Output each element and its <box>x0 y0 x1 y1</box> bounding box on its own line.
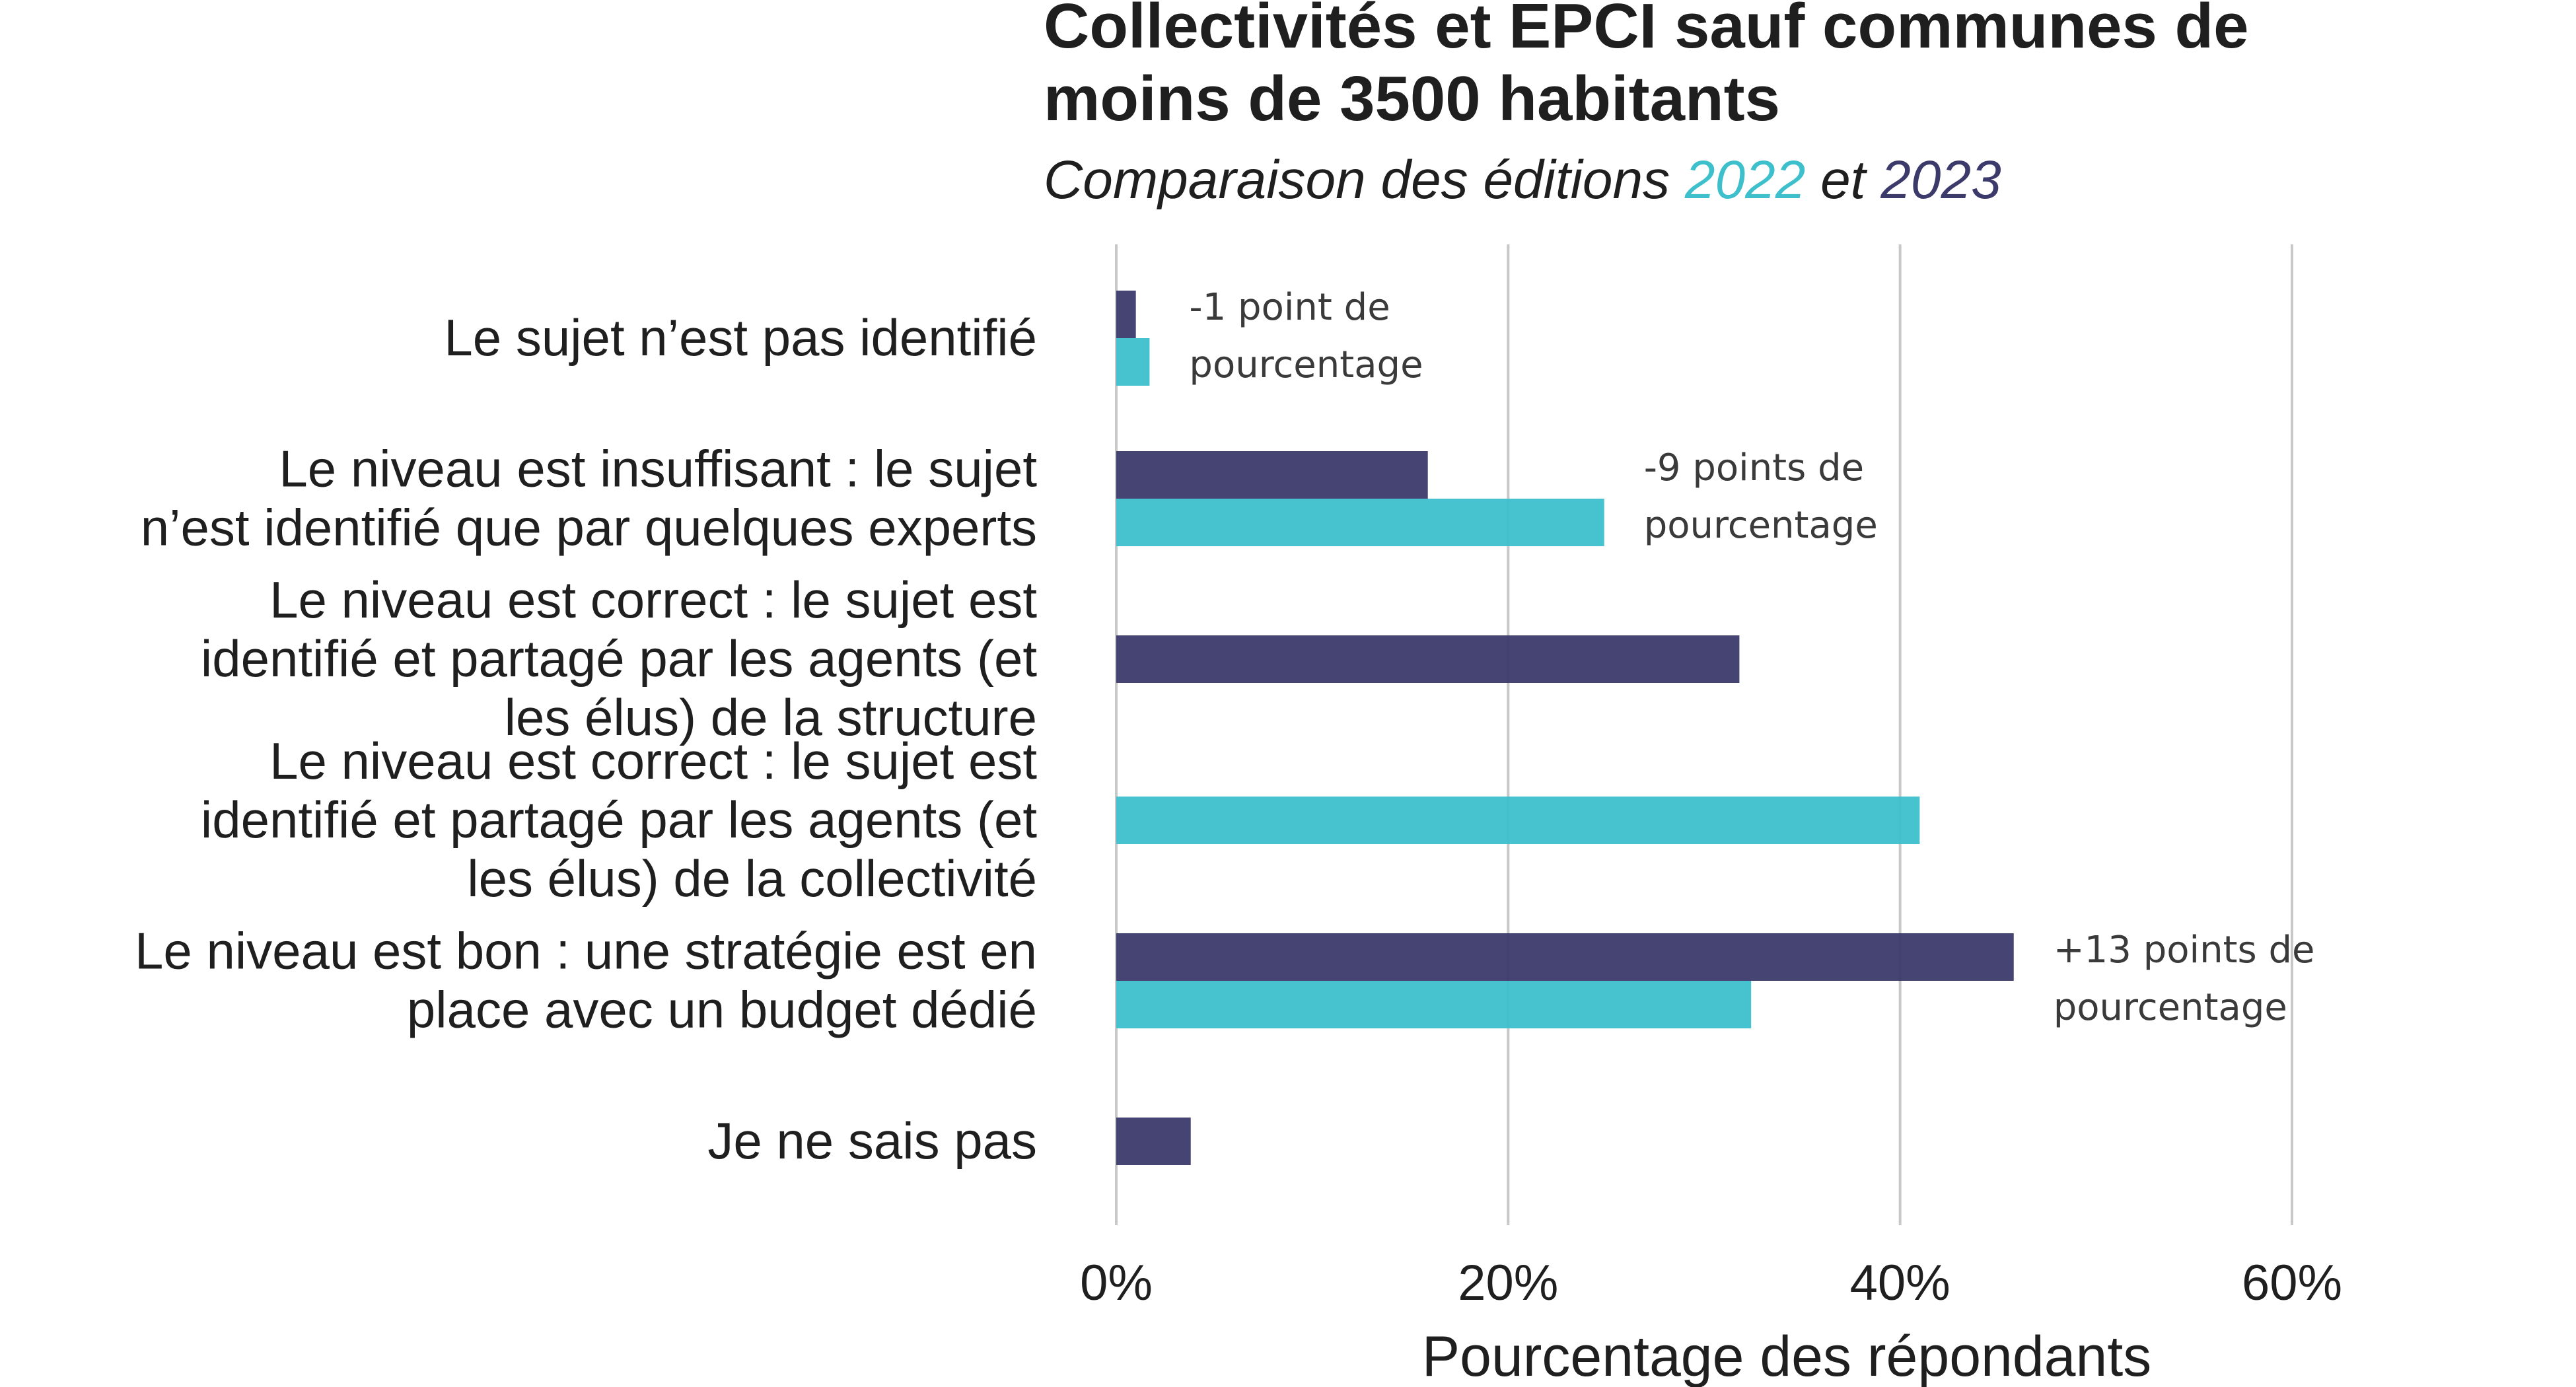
category-label-line: identifié et partagé par les agents (et <box>201 629 1037 688</box>
annotation-line: pourcentage <box>1644 504 1878 547</box>
bar-2022-3 <box>1116 797 1920 844</box>
chart-subtitle: Comparaison des éditions 2022 et 2023 <box>1044 150 2001 210</box>
chart-title-line-1: Collectivités et EPCI sauf communes de <box>1044 0 2249 61</box>
grid-layer <box>1115 244 2293 1225</box>
x-tick-label-60: 60% <box>2242 1255 2342 1311</box>
subtitle-prefix: Comparaison des éditions <box>1044 150 1685 210</box>
bar-2022-1 <box>1116 499 1604 546</box>
category-label-line: Je ne sais pas <box>707 1112 1037 1170</box>
category-label-line: Le sujet n’est pas identifié <box>444 308 1037 367</box>
category-label-line: place avec un budget dédié <box>407 981 1037 1039</box>
annotation-line: pourcentage <box>2054 986 2287 1029</box>
category-label-line: Le niveau est bon : une stratégie est en <box>135 922 1037 980</box>
annotation-0: -1 point de pourcentage <box>1189 286 1423 386</box>
annotation-4: +13 points de pourcentage <box>2054 929 2315 1029</box>
annotation-line: pourcentage <box>1189 343 1423 386</box>
bar-2023-5 <box>1116 1118 1191 1165</box>
annotation-line: -1 point de <box>1189 286 1390 329</box>
category-label-line: n’est identifié que par quelques experts <box>141 499 1037 557</box>
bar-2023-4 <box>1116 933 2014 981</box>
category-label-line: Le niveau est correct : le sujet est <box>269 571 1037 629</box>
subtitle-middle: et <box>1805 150 1880 210</box>
annotation-line: +13 points de <box>2054 929 2315 972</box>
x-tick-label-20: 20% <box>1458 1255 1558 1311</box>
x-tick-label-40: 40% <box>1850 1255 1950 1311</box>
category-labels: Le sujet n’est pas identifié Le niveau es… <box>135 308 1037 1170</box>
annotation-line: -9 points de <box>1644 446 1864 489</box>
x-tick-label-0: 0% <box>1080 1255 1153 1311</box>
subtitle-year-2023: 2023 <box>1880 150 2001 210</box>
x-axis-title: Pourcentage des répondants <box>1422 1325 2151 1387</box>
category-label-3: Le niveau est correct : le sujet est iden… <box>201 732 1037 907</box>
category-label-line: les élus) de la structure <box>505 688 1037 746</box>
bars-layer <box>1116 291 2014 1165</box>
chart-header: Collectivités et EPCI sauf communes de m… <box>1044 0 2249 210</box>
category-label-line: Le niveau est insuffisant : le sujet <box>279 440 1037 498</box>
annotations: -1 point de pourcentage -9 points de pource… <box>1189 286 2314 1029</box>
chart-title-line-2: moins de 3500 habitants <box>1044 63 1780 134</box>
x-axis-ticks: 0% 20% 40% 60% <box>1080 1255 2342 1311</box>
category-label-line: Le niveau est correct : le sujet est <box>269 732 1037 790</box>
category-label-2: Le niveau est correct : le sujet est iden… <box>201 571 1037 746</box>
subtitle-year-2022: 2022 <box>1684 150 1805 210</box>
category-label-line: identifié et partagé par les agents (et <box>201 791 1037 849</box>
category-label-0: Le sujet n’est pas identifié <box>444 308 1037 367</box>
bar-2023-0 <box>1116 291 1136 338</box>
category-label-5: Je ne sais pas <box>707 1112 1037 1170</box>
category-label-4: Le niveau est bon : une stratégie est en… <box>135 922 1037 1039</box>
bar-2022-0 <box>1116 338 1150 386</box>
bar-2023-1 <box>1116 451 1428 499</box>
bar-2023-2 <box>1116 635 1740 683</box>
category-label-line: les élus) de la collectivité <box>467 849 1037 907</box>
bar-2022-4 <box>1116 981 1752 1028</box>
annotation-1: -9 points de pourcentage <box>1644 446 1878 547</box>
category-label-1: Le niveau est insuffisant : le sujet n’es… <box>141 440 1038 557</box>
